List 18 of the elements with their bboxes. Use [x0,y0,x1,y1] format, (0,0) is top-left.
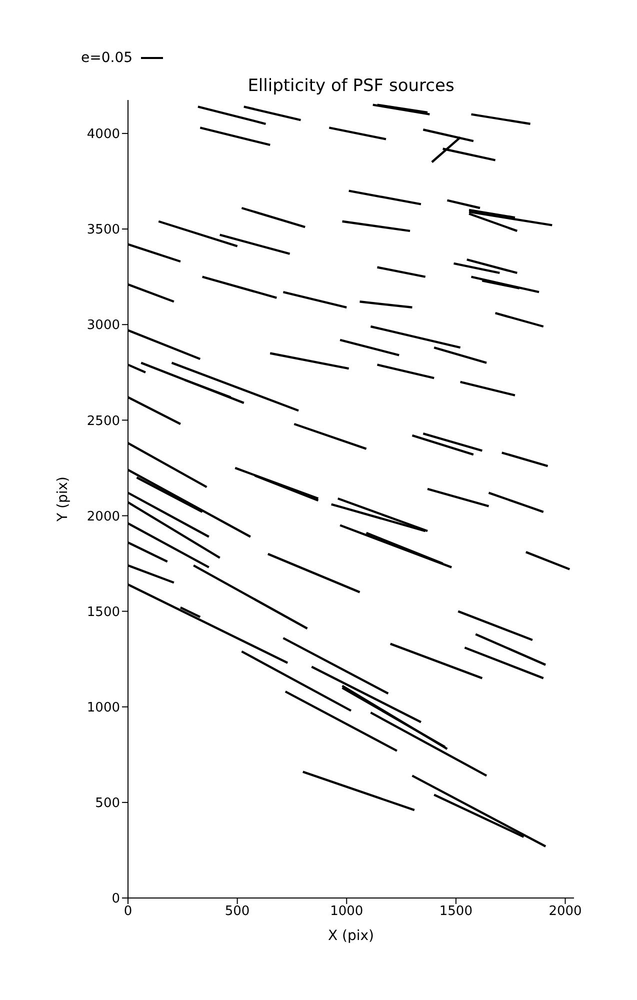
y-tick-label: 4000 [86,127,120,142]
chart-title: Ellipticity of PSF sources [246,76,456,96]
x-tick-label: 1000 [330,904,364,920]
y-tick-label: 3500 [86,222,120,238]
x-tick-label: 0 [124,904,132,920]
y-axis-title: Y (pix) [55,476,71,522]
x-axis-title: X (pix) [326,928,376,944]
x-tick-label: 2000 [548,904,582,920]
y-tick-label: 3000 [86,318,120,334]
x-tick-label: 1500 [439,904,472,920]
y-tick-label: 2000 [86,509,120,524]
x-tick-label: 500 [224,904,250,920]
y-tick-label: 1500 [86,604,120,620]
y-tick-label: 500 [95,796,120,812]
text: e=0.05 [81,50,133,66]
y-tick-label: 2500 [86,414,120,429]
y-tick-label: 1000 [86,700,120,716]
y-tick-label: 0 [112,892,120,907]
